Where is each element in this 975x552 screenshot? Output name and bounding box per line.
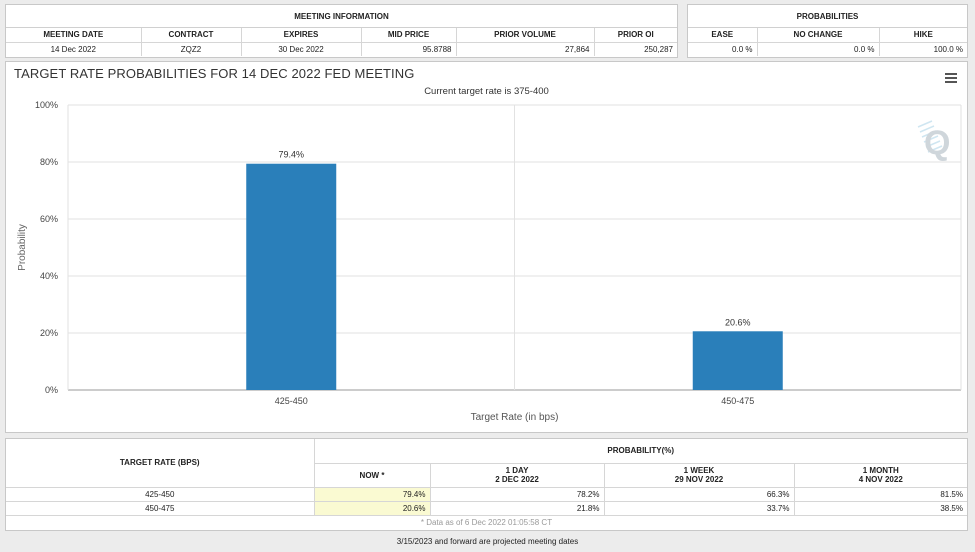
watermark-stroke [921,130,937,138]
no-change-header: NO CHANGE [757,28,880,43]
meeting-date-header: MEETING DATE [6,28,142,43]
probabilities-table: EASE NO CHANGE HIKE 0.0 % 0.0 % 100.0 % [688,28,967,56]
meeting-date-value: 14 Dec 2022 [6,42,142,56]
col-1month-date: 4 NOV 2022 [858,475,903,484]
meeting-info-panel: MEETING INFORMATION MEETING DATE CONTRAC… [5,4,678,58]
watermark-stroke [919,125,935,133]
ease-value: 0.0 % [688,42,758,56]
target-rate-header: TARGET RATE (BPS) [6,439,315,488]
bar [692,331,783,390]
bar [246,163,337,390]
meeting-info-title: MEETING INFORMATION [6,5,677,28]
row-1month-value: 38.5% [794,501,967,516]
prior-volume-header: PRIOR VOLUME [456,28,595,43]
watermark-stroke [927,145,943,153]
col-1month-header: 1 MONTH 4 NOV 2022 [794,463,967,488]
col-now-label: NOW * [359,470,385,480]
y-tick-label: 60% [40,214,58,224]
row-1day-value: 78.2% [430,487,605,502]
row-1month-value: 81.5% [794,487,967,502]
probability-header: PROBABILITY(%) [314,439,967,464]
col-1day-label: 1 DAY [505,466,529,475]
hike-value: 100.0 % [933,44,963,54]
prior-volume-value: 27,864 [456,42,595,56]
x-tick-label: 425-450 [275,396,308,406]
y-tick-label: 80% [40,157,58,167]
contract-header: CONTRACT [141,28,242,43]
prior-oi-value: 250,287 [644,44,673,54]
expires-header: EXPIRES [241,28,362,43]
col-1day-header: 1 DAY 2 DEC 2022 [430,463,605,488]
row-1day-value: 21.8% [430,501,605,516]
col-1week-label: 1 WEEK [683,466,715,475]
bar-chart: 0% 20% 40% 60% 80% 100% 79.4% 425-450 20.6% 450-4… [17,100,962,423]
y-axis-title: Probability [17,224,28,271]
col-1week-date: 29 NOV 2022 [674,475,724,484]
row-rate: 450-475 [6,501,315,516]
col-1month-label: 1 MONTH [862,466,899,475]
x-tick-label: 450-475 [721,396,754,406]
mid-price-value: 95.8788 [361,42,457,56]
watermark-stroke [925,140,941,148]
hike-header: HIKE [879,28,967,43]
no-change-value: 0.0 % [757,42,880,56]
y-tick-label: 0% [45,385,58,395]
data-footnote: * Data as of 6 Dec 2022 01:05:58 CT [420,517,553,527]
prior-oi-header: PRIOR OI [594,28,677,43]
row-now-value: 20.6% [314,501,431,516]
y-tick-label: 100% [35,100,58,110]
x-axis-title: Target Rate (in bps) [471,412,559,423]
table-row: 450-475 20.6% 21.8% 33.7% 38.5% [6,501,967,516]
expires-value: 30 Dec 2022 [241,42,362,56]
col-1day-date: 2 DEC 2022 [495,475,539,484]
probabilities-title: PROBABILITIES [688,5,967,28]
row-now-value: 79.4% [314,487,431,502]
data-label: 79.4% [278,150,304,160]
projected-dates-note: 3/15/2023 and forward are projected meet… [396,537,579,546]
hamburger-menu-icon[interactable] [945,73,957,83]
table-row: 425-450 79.4% 78.2% 66.3% 81.5% [6,487,967,502]
chart-panel: TARGET RATE PROBABILITIES FOR 14 DEC 202… [5,61,968,433]
probabilities-panel: PROBABILITIES EASE NO CHANGE HIKE 0.0 % … [687,4,968,58]
mid-price-header: MID PRICE [361,28,457,43]
data-label: 20.6% [725,317,751,327]
watermark-stroke [923,135,939,143]
row-1week-value: 33.7% [604,501,795,516]
probability-table: TARGET RATE (BPS) PROBABILITY(%) NOW * 1… [6,439,967,516]
y-tick-label: 40% [40,271,58,281]
col-1week-header: 1 WEEK 29 NOV 2022 [604,463,795,488]
chart-title: TARGET RATE PROBABILITIES FOR 14 DEC 202… [14,66,415,81]
probability-table-panel: TARGET RATE (BPS) PROBABILITY(%) NOW * 1… [5,438,968,531]
watermark-stroke [917,120,933,128]
col-now-header: NOW * [314,463,431,488]
contract-value: ZQZ2 [141,42,242,56]
row-rate: 425-450 [6,487,315,502]
meeting-info-table: MEETING DATE CONTRACT EXPIRES MID PRICE … [6,28,677,56]
watermark-logo: Q [924,124,950,162]
row-1week-value: 66.3% [604,487,795,502]
y-tick-label: 20% [40,328,58,338]
ease-header: EASE [688,28,758,43]
chart-subtitle: Current target rate is 375-400 [424,86,549,97]
